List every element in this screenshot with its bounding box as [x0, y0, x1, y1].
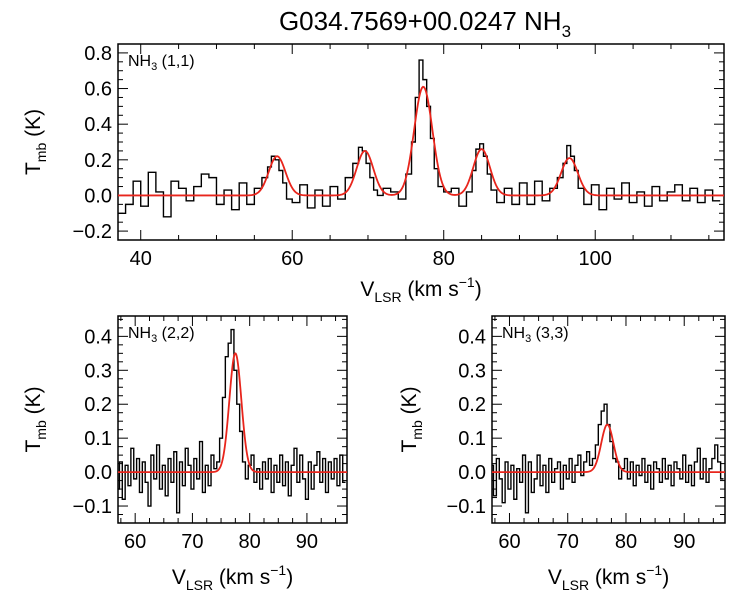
axes-frame — [117, 43, 725, 241]
panel-nh3-22: 60 70 80 90 −0.1 0.0 0.1 0.2 0.3 0.4 VLSR (km s−1)… — [22, 315, 348, 593]
x-axis-label: VLSR (km s−1) — [548, 562, 669, 593]
x-tick-label: 90 — [673, 531, 695, 553]
y-tick-label: 0.0 — [458, 462, 486, 484]
x-tick-label: 80 — [239, 531, 261, 553]
y-axis-label: Tmb (K) — [22, 386, 49, 452]
x-tick-label: 80 — [433, 248, 455, 270]
x-tick-label: 60 — [498, 531, 520, 553]
y-tick-label: 0.3 — [458, 360, 486, 382]
y-tick-label: 0.3 — [84, 360, 112, 382]
y-tick-label: 0.4 — [84, 114, 112, 136]
panel-nh3-11: 40 60 80 100 −0.2 0.0 0.2 0.4 0.6 0.8 VLSR (km s−1… — [22, 43, 725, 305]
y-axis-label: Tmb (K) — [22, 109, 49, 175]
x-tick-label: 60 — [124, 531, 146, 553]
x-tick-label: 90 — [296, 531, 318, 553]
y-tick-label: 0.1 — [458, 428, 486, 450]
spectrum-line — [118, 59, 721, 218]
axes-frame — [117, 315, 348, 524]
figure-title: G034.7569+00.0247 NH3 — [279, 6, 571, 41]
y-axis-label: Tmb (K) — [398, 386, 425, 452]
gaussian-fit-line — [118, 85, 724, 197]
gaussian-fit-line — [118, 352, 347, 473]
y-tick-label: 0.6 — [84, 79, 112, 101]
y-tick-label: 0.2 — [84, 394, 112, 416]
transition-label: NH3 (1,1) — [128, 53, 195, 73]
y-tick-label: 0.1 — [84, 428, 112, 450]
x-tick-label: 80 — [615, 531, 637, 553]
y-tick-label: −0.1 — [447, 496, 486, 518]
x-tick-label: 70 — [181, 531, 203, 553]
x-axis-label: VLSR (km s−1) — [360, 274, 481, 305]
transition-label: NH3 (2,2) — [128, 325, 195, 345]
x-tick-label: 70 — [557, 531, 579, 553]
panel-nh3-33: 60 70 80 90 −0.1 0.0 0.1 0.2 0.3 0.4 VLSR (km s−1)… — [398, 315, 726, 593]
y-tick-label: 0.8 — [84, 43, 112, 65]
x-tick-label: 100 — [579, 248, 612, 270]
x-tick-label: 40 — [130, 248, 152, 270]
y-tick-label: 0.0 — [84, 462, 112, 484]
spectrum-line — [118, 328, 346, 514]
gaussian-fit-line — [492, 423, 725, 473]
x-tick-label: 60 — [281, 248, 303, 270]
figure-title-main: G034.7569+00.0247 NH — [279, 6, 562, 36]
y-tick-label: −0.1 — [73, 496, 112, 518]
spectrum-line — [492, 403, 724, 514]
y-tick-label: 0.0 — [84, 185, 112, 207]
transition-label: NH3 (3,3) — [502, 325, 569, 345]
y-tick-label: 0.2 — [84, 150, 112, 172]
y-tick-label: 0.4 — [458, 326, 486, 348]
y-tick-label: −0.2 — [73, 221, 112, 243]
figure-title-subscript: 3 — [562, 22, 571, 41]
x-axis-label: VLSR (km s−1) — [172, 562, 293, 593]
y-tick-label: 0.2 — [458, 394, 486, 416]
axes-frame — [491, 315, 726, 524]
y-tick-label: 0.4 — [84, 326, 112, 348]
